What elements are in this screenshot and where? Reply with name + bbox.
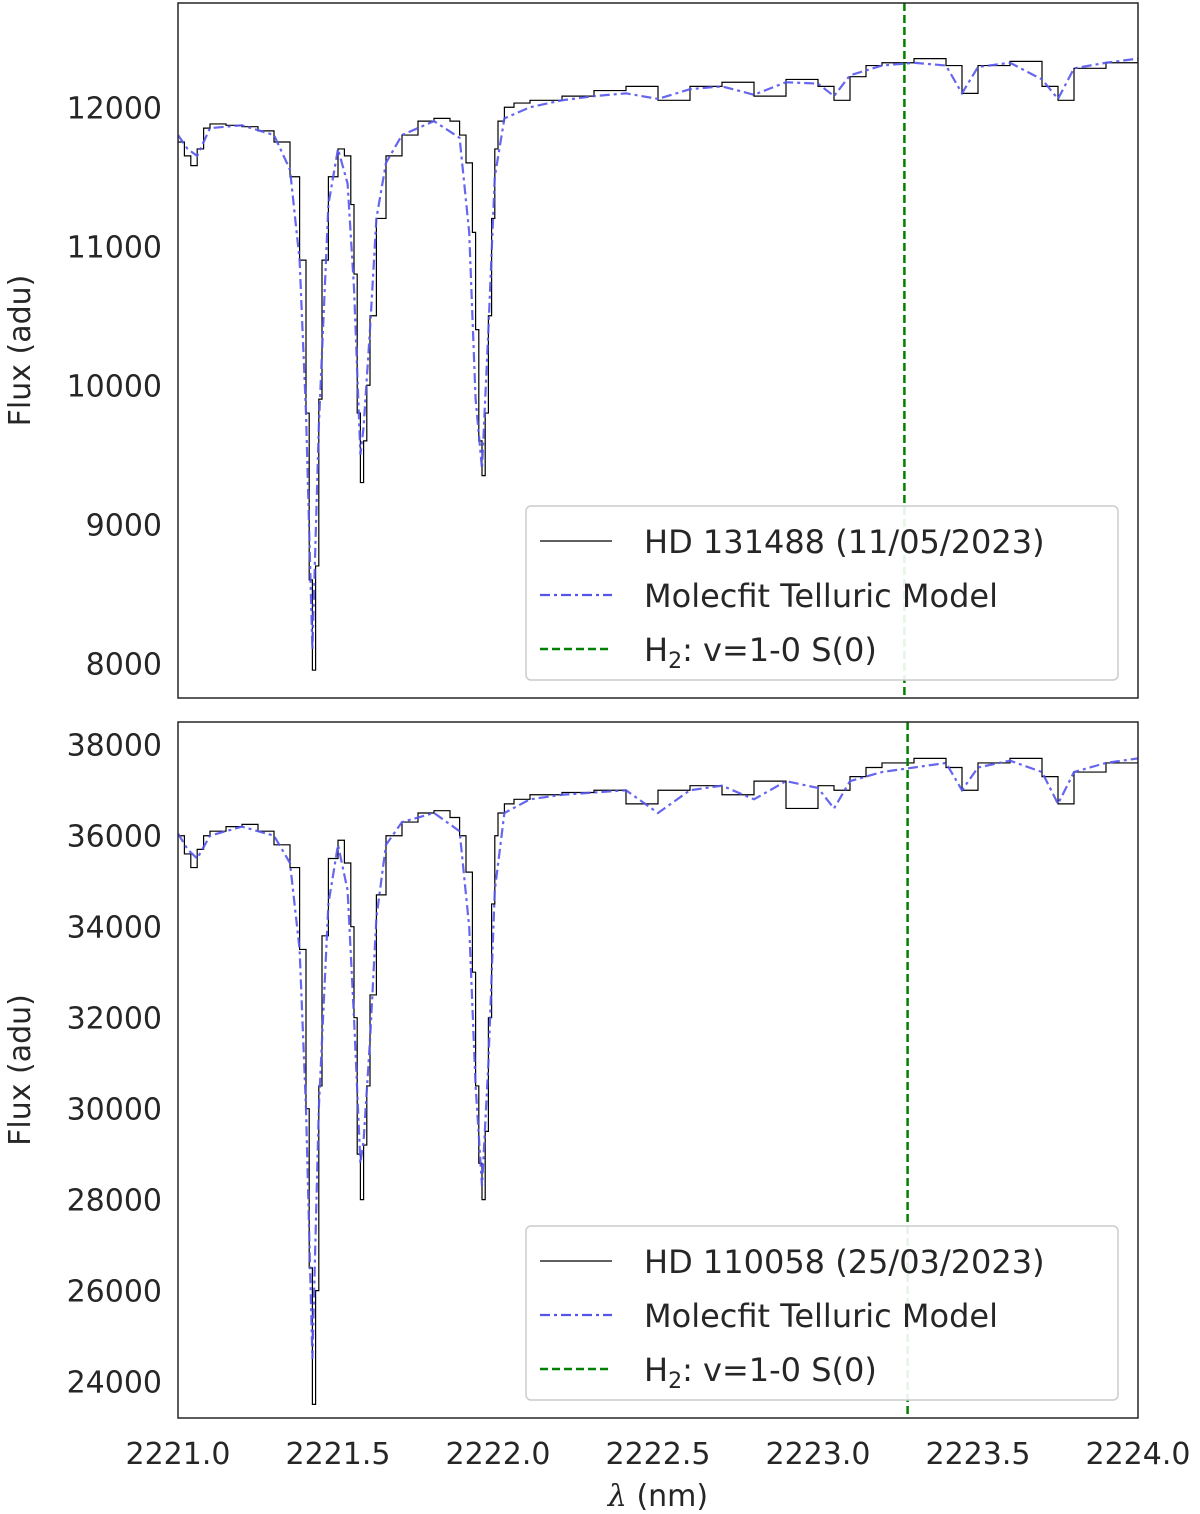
y-tick-label: 12000 [67, 91, 162, 126]
series-line-spectrum [178, 58, 1138, 671]
y-axis-label: Flux (adu) [3, 994, 38, 1146]
legend: HD 131488 (11/05/2023) Molecfit Telluric … [525, 505, 1119, 681]
y-tick-label: 38000 [67, 729, 162, 764]
x-axis-unit: (nm) [627, 1479, 708, 1514]
legend-label: Molecfit Telluric Model [644, 1297, 998, 1335]
x-tick-label: 2222.5 [606, 1437, 711, 1472]
legend-box [525, 1225, 1119, 1401]
y-tick-label: 28000 [67, 1184, 162, 1219]
y-tick-label: 32000 [67, 1002, 162, 1037]
y-tick-label: 36000 [67, 820, 162, 855]
legend-box [525, 505, 1119, 681]
series-line-telluric-model [178, 57, 1138, 650]
series-line-spectrum [178, 757, 1138, 1405]
y-tick-label: 24000 [67, 1366, 162, 1401]
y-tick-label: 30000 [67, 1093, 162, 1128]
y-tick-label: 9000 [86, 508, 162, 543]
legend-label-part: H [644, 631, 668, 669]
series-line-telluric-model [178, 757, 1138, 1359]
y-tick-label: 10000 [67, 369, 162, 404]
legend-label: Molecfit Telluric Model [644, 577, 998, 615]
axes-frame [177, 2, 1139, 699]
legend-label-part: : v=1-0 S(0) [682, 1351, 877, 1389]
x-tick-label: 2222.0 [446, 1437, 551, 1472]
x-tick-label: 2223.5 [926, 1437, 1031, 1472]
panel-2: 24000 26000 28000 30000 32000 34000 36000 38000… [3, 721, 1191, 1514]
x-tick-label: 2221.0 [126, 1437, 231, 1472]
x-axis-label: λ (nm) [607, 1479, 708, 1514]
y-tick-label: 34000 [67, 911, 162, 946]
x-tick-label: 2221.5 [286, 1437, 391, 1472]
y-tick-label: 26000 [67, 1275, 162, 1310]
y-tick-label: 11000 [67, 230, 162, 265]
legend-label-part: : v=1-0 S(0) [682, 631, 877, 669]
x-axis-symbol: λ [607, 1479, 627, 1514]
chart-panels: 8000 9000 10000 11000 12000 Flux (adu) HD 1314… [3, 2, 1191, 1514]
axes-frame [177, 721, 1139, 1419]
legend-label-part: H [644, 1351, 668, 1389]
panel-1: 8000 9000 10000 11000 12000 Flux (adu) HD 1314… [3, 2, 1139, 699]
legend-label: H2: v=1-0 S(0) [644, 631, 877, 674]
x-tick-label: 2223.0 [766, 1437, 871, 1472]
legend-label-subscript: 2 [668, 1369, 682, 1394]
legend: HD 110058 (25/03/2023) Molecfit Telluric … [525, 1225, 1119, 1401]
legend-label: HD 110058 (25/03/2023) [644, 1243, 1045, 1281]
legend-label: HD 131488 (11/05/2023) [644, 523, 1045, 561]
y-axis-label: Flux (adu) [3, 275, 38, 427]
legend-label: H2: v=1-0 S(0) [644, 1351, 877, 1394]
legend-label-subscript: 2 [668, 649, 682, 674]
x-tick-label: 2224.0 [1086, 1437, 1191, 1472]
y-tick-label: 8000 [86, 647, 162, 682]
